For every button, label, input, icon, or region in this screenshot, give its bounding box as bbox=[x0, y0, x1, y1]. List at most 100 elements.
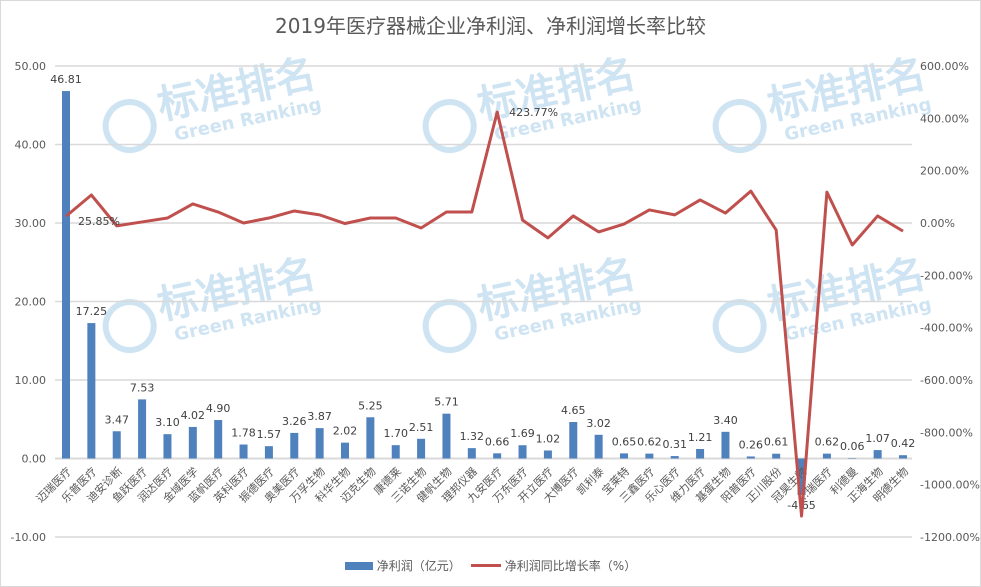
bar bbox=[822, 453, 831, 459]
bar bbox=[797, 458, 806, 496]
bar bbox=[341, 442, 349, 459]
y-right-tick: -400.00% bbox=[920, 322, 973, 335]
bar-value-label: 1.57 bbox=[257, 428, 282, 441]
bar-value-label: 1.02 bbox=[536, 432, 561, 445]
y-right-tick: -600.00% bbox=[920, 374, 973, 387]
bar bbox=[87, 323, 96, 459]
bar-value-label: 4.65 bbox=[561, 404, 586, 417]
y-right-tick: 600.00% bbox=[920, 60, 969, 73]
y-right-tick: 400.00% bbox=[920, 112, 969, 125]
growth-rate-line bbox=[65, 110, 904, 518]
bar-value-label: 0.31 bbox=[662, 438, 687, 451]
y-left-tick: 40.00 bbox=[15, 139, 47, 152]
bar bbox=[772, 453, 781, 459]
bar-value-label: 0.61 bbox=[764, 436, 789, 449]
y-right-tick: 200.00% bbox=[920, 165, 969, 178]
bar bbox=[138, 399, 147, 459]
bar-value-label: 3.87 bbox=[307, 410, 332, 423]
bar bbox=[620, 453, 628, 459]
bar bbox=[899, 455, 907, 459]
bar-value-label: 3.47 bbox=[104, 413, 129, 426]
bar bbox=[467, 448, 476, 459]
y-left-tick: 20.00 bbox=[15, 296, 47, 309]
bar-value-label: 1.78 bbox=[231, 427, 256, 440]
y-left-tick: 10.00 bbox=[15, 374, 47, 387]
bar bbox=[594, 434, 603, 459]
line-swatch-icon bbox=[470, 564, 501, 567]
bar-value-label: 3.02 bbox=[586, 417, 611, 430]
bar-value-label: 46.81 bbox=[50, 73, 82, 86]
bar-value-label: 7.53 bbox=[130, 381, 155, 394]
y-left-tick: 50.00 bbox=[15, 60, 47, 73]
bar-swatch-icon bbox=[344, 561, 373, 570]
y-left-tick: 0.00 bbox=[22, 453, 47, 466]
bar bbox=[493, 453, 502, 459]
bar-value-label: 1.70 bbox=[383, 427, 408, 440]
y-right-tick: -1000.00% bbox=[920, 479, 980, 492]
legend-item-line: 净利润同比增长率（%） bbox=[470, 557, 637, 574]
bar-value-label: 0.66 bbox=[485, 435, 510, 448]
bar bbox=[670, 456, 679, 459]
bar-value-label: 3.10 bbox=[155, 416, 180, 429]
y-left-tick: -10.00 bbox=[11, 531, 46, 544]
bar-value-label: 2.02 bbox=[333, 425, 358, 438]
bar bbox=[543, 450, 552, 459]
bar-value-label: 0.65 bbox=[612, 435, 637, 448]
y-right-tick: 0.00% bbox=[920, 217, 955, 230]
bar bbox=[112, 431, 121, 459]
bar-value-label: 2.51 bbox=[409, 421, 434, 434]
bar-value-label: 0.26 bbox=[739, 438, 764, 451]
bar bbox=[569, 421, 578, 459]
bar bbox=[746, 456, 755, 459]
legend-bar-label: 净利润（亿元） bbox=[376, 559, 461, 573]
bar bbox=[442, 413, 451, 459]
bar bbox=[873, 450, 882, 459]
bar bbox=[264, 446, 273, 459]
bar-value-label: 0.62 bbox=[637, 436, 662, 449]
bar-value-label: 1.07 bbox=[865, 432, 890, 445]
y-left-tick: 30.00 bbox=[15, 217, 47, 230]
y-right-tick: -1200.00% bbox=[920, 531, 980, 544]
bar-value-label: 5.71 bbox=[434, 396, 459, 409]
bar-value-label: 1.69 bbox=[510, 427, 535, 440]
bar bbox=[315, 428, 324, 459]
y-right-tick: -800.00% bbox=[920, 426, 973, 439]
bar-value-label: 5.25 bbox=[358, 399, 383, 412]
category-label: 凯利泰 bbox=[574, 464, 607, 497]
bar-value-label: 3.26 bbox=[282, 415, 307, 428]
bar bbox=[239, 444, 248, 459]
bar bbox=[163, 434, 172, 459]
y-right-tick: -200.00% bbox=[920, 269, 973, 282]
bar bbox=[391, 445, 400, 459]
bar bbox=[214, 420, 223, 459]
bar-value-label: 1.32 bbox=[460, 430, 485, 443]
bar bbox=[721, 431, 730, 459]
bar bbox=[417, 438, 426, 459]
line-annotation: 423.77% bbox=[509, 106, 558, 119]
bar-value-label: 4.02 bbox=[181, 409, 206, 422]
bar bbox=[188, 426, 197, 459]
legend-item-bar: 净利润（亿元） bbox=[344, 557, 461, 574]
bar bbox=[518, 445, 527, 459]
legend: 净利润（亿元） 净利润同比增长率（%） bbox=[0, 557, 981, 574]
line-annotation: 25.85% bbox=[78, 215, 120, 228]
bar bbox=[290, 432, 299, 459]
bar-value-label: 0.42 bbox=[891, 437, 916, 450]
bar bbox=[62, 91, 70, 459]
bar-value-label: 4.90 bbox=[206, 402, 231, 415]
bar-value-label: 0.06 bbox=[840, 440, 865, 453]
bar-value-label: 3.40 bbox=[713, 414, 738, 427]
bar-value-label: 17.25 bbox=[76, 305, 108, 318]
legend-line-label: 净利润同比增长率（%） bbox=[504, 559, 637, 573]
bar bbox=[696, 449, 705, 459]
bar-value-label: 1.21 bbox=[688, 431, 713, 444]
bar-value-label: 0.62 bbox=[815, 436, 840, 449]
bar bbox=[645, 453, 654, 459]
chart-title: 2019年医疗器械企业净利润、净利润增长率比较 bbox=[275, 14, 706, 38]
bar bbox=[366, 417, 375, 459]
